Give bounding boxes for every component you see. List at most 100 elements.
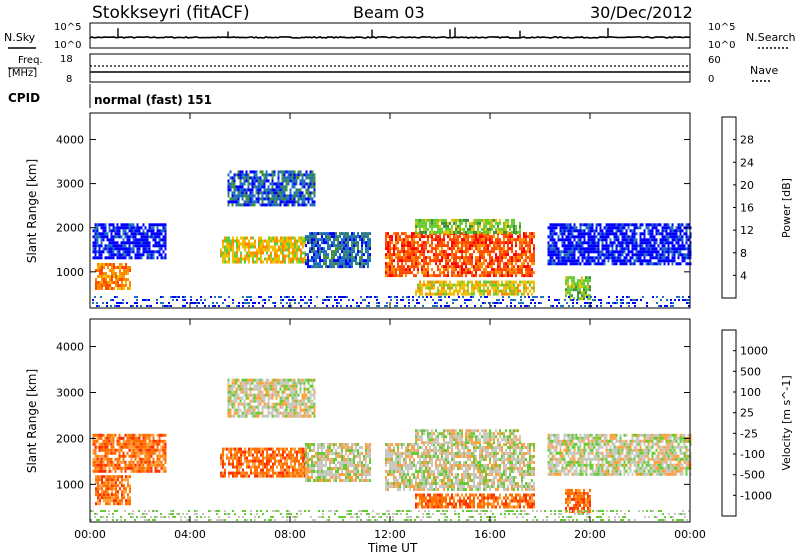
echo-cell bbox=[341, 265, 343, 269]
echo-cell bbox=[533, 256, 535, 260]
echo-region bbox=[547, 223, 692, 266]
echo-cell bbox=[431, 235, 433, 239]
echo-cell bbox=[633, 229, 636, 233]
echo-cell bbox=[597, 253, 600, 257]
echo-cell bbox=[457, 256, 459, 260]
echo-cell bbox=[475, 244, 477, 248]
echo-cell bbox=[258, 236, 260, 240]
echo-cell bbox=[533, 250, 535, 254]
echo-cell bbox=[660, 299, 662, 301]
echo-cell bbox=[98, 235, 101, 239]
echo-cell bbox=[288, 450, 290, 454]
echo-cell bbox=[309, 182, 312, 186]
echo-cell bbox=[128, 445, 131, 449]
echo-cell bbox=[513, 221, 515, 225]
echo-cell bbox=[645, 250, 648, 254]
echo-cell bbox=[665, 232, 668, 236]
echo-cell bbox=[399, 271, 401, 275]
echo-cell bbox=[356, 302, 358, 304]
echo-cell bbox=[272, 468, 274, 472]
echo-cell bbox=[245, 173, 248, 177]
echo-cell bbox=[226, 456, 228, 460]
echo-cell bbox=[509, 286, 511, 290]
echo-cell bbox=[117, 493, 119, 497]
echo-cell bbox=[511, 238, 513, 242]
echo-cell bbox=[305, 188, 308, 192]
echo-cell bbox=[400, 299, 402, 301]
echo-cell bbox=[152, 244, 155, 248]
echo-cell bbox=[579, 232, 582, 236]
echo-cell bbox=[605, 247, 608, 251]
echo-cell bbox=[510, 305, 512, 307]
echo-cell bbox=[581, 294, 583, 298]
echo-cell bbox=[134, 457, 137, 461]
echo-cell bbox=[110, 232, 113, 236]
echo-cell bbox=[493, 250, 495, 254]
echo-cell bbox=[403, 265, 405, 269]
echo-cell bbox=[589, 229, 592, 233]
echo-cell bbox=[266, 456, 268, 460]
echo-cell bbox=[152, 238, 155, 242]
echo-cell bbox=[417, 247, 419, 251]
echo-cell bbox=[467, 283, 469, 287]
echo-cell bbox=[491, 227, 493, 231]
echo-cell bbox=[439, 250, 441, 254]
echo-cell bbox=[667, 262, 670, 266]
echo-cell bbox=[140, 241, 143, 245]
echo-cell bbox=[138, 226, 141, 230]
echo-cell bbox=[673, 229, 676, 233]
cpid-value: normal (fast) 151 bbox=[94, 93, 212, 107]
echo-cell bbox=[432, 305, 434, 307]
echo-cell bbox=[437, 218, 439, 222]
echo-cell bbox=[663, 247, 666, 251]
echo-cell bbox=[661, 226, 664, 230]
echo-cell bbox=[162, 445, 165, 449]
echo-cell bbox=[132, 241, 135, 245]
echo-cell bbox=[104, 439, 107, 443]
echo-cell bbox=[102, 466, 105, 470]
echo-cell bbox=[561, 250, 564, 254]
echo-cell bbox=[160, 460, 163, 464]
echo-cell bbox=[489, 259, 491, 263]
echo-cell bbox=[488, 302, 490, 304]
echo-cell bbox=[455, 224, 457, 228]
echo-cell bbox=[158, 229, 161, 233]
echo-cell bbox=[589, 232, 592, 236]
echo-cell bbox=[671, 244, 674, 248]
echo-cell bbox=[607, 226, 610, 230]
echo-cell bbox=[117, 281, 119, 284]
echo-cell bbox=[224, 299, 226, 301]
echo-cell bbox=[687, 256, 690, 260]
echo-cell bbox=[421, 218, 423, 222]
echo-cell bbox=[228, 305, 230, 307]
echo-cell bbox=[585, 259, 588, 263]
echo-cell bbox=[667, 250, 670, 254]
echo-cell bbox=[335, 247, 337, 251]
echo-cell bbox=[505, 283, 507, 287]
echo-cell bbox=[106, 463, 109, 467]
echo-cell bbox=[104, 451, 107, 455]
echo-cell bbox=[613, 235, 616, 239]
echo-cell bbox=[479, 283, 481, 287]
echo-cell bbox=[663, 223, 666, 227]
echo-cell bbox=[655, 241, 658, 245]
echo-cell bbox=[311, 191, 314, 195]
echo-cell bbox=[118, 256, 121, 260]
echo-cell bbox=[288, 251, 290, 255]
echo-cell bbox=[620, 299, 622, 301]
echo-cell bbox=[493, 235, 495, 239]
echo-cell bbox=[249, 182, 252, 186]
echo-cell bbox=[121, 266, 123, 269]
echo-cell bbox=[278, 471, 280, 475]
echo-cell bbox=[262, 260, 264, 264]
echo-cell bbox=[513, 265, 515, 269]
echo-cell bbox=[495, 259, 497, 263]
echo-cell bbox=[449, 286, 451, 290]
echo-cell bbox=[549, 244, 552, 248]
echo-cell bbox=[681, 256, 684, 260]
echo-cell bbox=[160, 244, 163, 248]
echo-cell bbox=[411, 265, 413, 269]
echo-cell bbox=[597, 241, 600, 245]
echo-cell bbox=[236, 242, 238, 246]
echo-cell bbox=[677, 244, 680, 248]
